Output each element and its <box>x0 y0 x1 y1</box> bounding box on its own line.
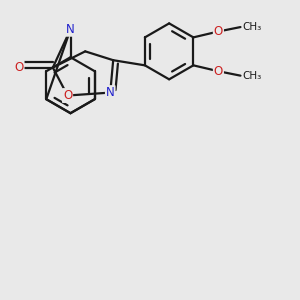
Text: O: O <box>63 89 72 102</box>
Text: O: O <box>214 25 223 38</box>
Text: O: O <box>214 65 223 78</box>
Text: CH₃: CH₃ <box>242 71 261 81</box>
Text: N: N <box>66 23 75 36</box>
Text: O: O <box>14 61 24 74</box>
Text: CH₃: CH₃ <box>242 22 261 32</box>
Text: N: N <box>106 86 115 99</box>
